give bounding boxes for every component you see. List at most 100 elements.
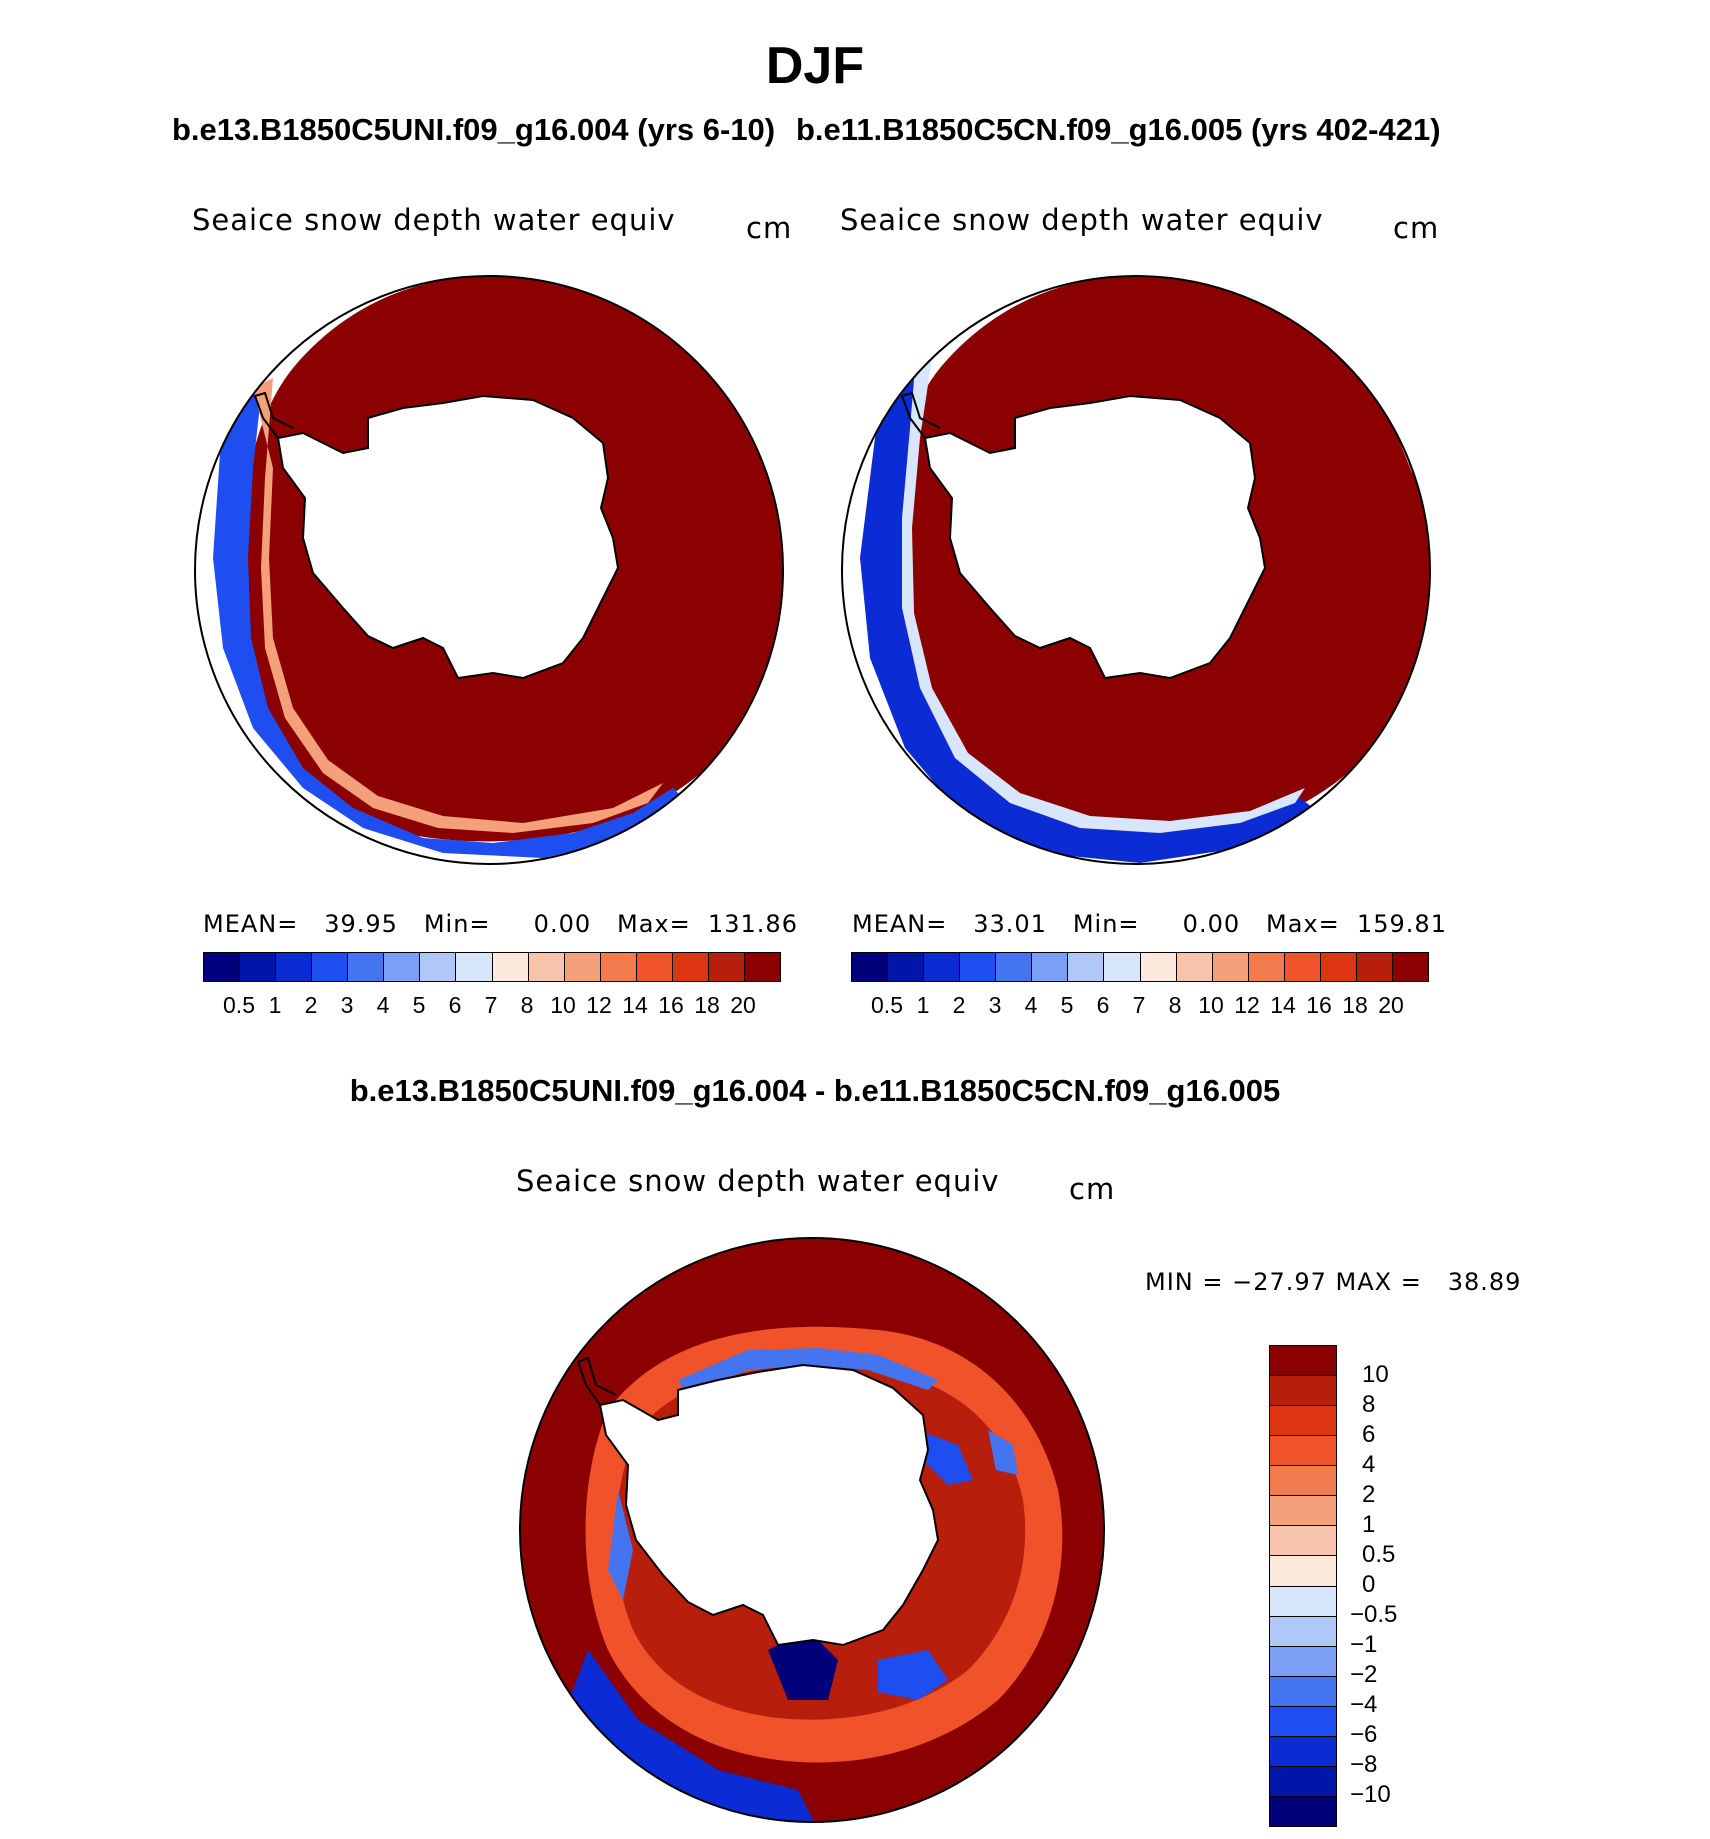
panel-2-case-title: b.e11.B1850C5CN.f09_g16.005 (yrs 402-421… — [796, 112, 1441, 147]
panel-1-variable-title: Seaice snow depth water equiv — [192, 203, 676, 237]
colorbar-diff-swatch-5 — [1270, 1496, 1336, 1527]
colorbar-panel-2-tick-label: 20 — [1378, 992, 1404, 1018]
panel-1-case-title: b.e13.B1850C5UNI.f09_g16.004 (yrs 6-10) — [172, 112, 776, 147]
panel-2-units: cm — [1393, 211, 1440, 245]
diff-blue-center-right — [878, 1650, 948, 1700]
colorbar-panel-2-tick-label: 8 — [1168, 992, 1182, 1018]
colorbar-diff-tick-label: 0.5 — [1362, 1541, 1396, 1568]
colorbar-diff-swatch-4 — [1270, 1466, 1336, 1497]
diff-blue-right-2 — [988, 1430, 1018, 1475]
colorbar-panel-1-tick-label: 10 — [550, 992, 576, 1018]
colorbar-panel-1-swatch-10 — [564, 953, 601, 981]
colorbar-diff-swatch-7 — [1270, 1556, 1336, 1587]
colorbar-diff-swatch-8 — [1270, 1586, 1336, 1617]
colorbar-panel-1-tick-label: 18 — [694, 992, 720, 1018]
main-title: DJF — [765, 37, 865, 95]
colorbar-diff — [1269, 1345, 1337, 1827]
colorbar-panel-1-swatch-9 — [528, 953, 565, 981]
colorbar-panel-1-swatch-2 — [276, 953, 313, 981]
colorbar-panel-2-swatch-2 — [924, 953, 961, 981]
colorbar-panel-1-tick-label: 4 — [376, 992, 390, 1018]
colorbar-panel-1-tick-label: 20 — [730, 992, 756, 1018]
outer-edge-blue-map2 — [860, 348, 1320, 863]
colorbar-diff-tick-label: 8 — [1362, 1391, 1376, 1418]
colorbar-diff-tick-label: −4 — [1350, 1691, 1378, 1718]
colorbar-panel-2-tick-label: 14 — [1270, 992, 1296, 1018]
colorbar-panel-1-swatch-11 — [600, 953, 637, 981]
diff-map-outline — [519, 1237, 1105, 1823]
colorbar-panel-1-swatch-14 — [708, 953, 745, 981]
colorbar-diff-tick-label: −0.5 — [1350, 1601, 1398, 1628]
colorbar-panel-2-swatch-14 — [1356, 953, 1393, 981]
panel-2-variable-title: Seaice snow depth water equiv — [840, 203, 1324, 237]
colorbar-panel-1-swatch-6 — [420, 953, 457, 981]
colorbar-panel-1-swatch-1 — [240, 953, 277, 981]
colorbar-diff-swatch-15 — [1270, 1796, 1336, 1826]
peninsula-map2 — [900, 391, 941, 439]
colorbar-panel-2-swatch-4 — [996, 953, 1033, 981]
colorbar-panel-2 — [851, 952, 1429, 982]
colorbar-diff-tick-label: −2 — [1350, 1661, 1378, 1688]
peninsula-map1 — [253, 391, 294, 439]
diff-blue-bottom-center — [768, 1630, 838, 1700]
colorbar-panel-1-tick-label: 1 — [268, 992, 282, 1018]
peninsula-diff — [576, 1356, 617, 1406]
colorbar-diff-tick-label: −10 — [1350, 1781, 1391, 1808]
colorbar-diff-tick-label: 0 — [1362, 1571, 1376, 1598]
colorbar-panel-2-swatch-3 — [960, 953, 997, 981]
colorbar-panel-1-tick-label: 5 — [412, 992, 426, 1018]
diff-case-title: b.e13.B1850C5UNI.f09_g16.004 - b.e11.B18… — [349, 1073, 1281, 1108]
colorbar-diff-tick-label: 4 — [1362, 1451, 1376, 1478]
colorbar-diff-swatch-1 — [1270, 1376, 1336, 1407]
colorbar-panel-2-swatch-1 — [888, 953, 925, 981]
colorbar-panel-1-tick-label: 12 — [586, 992, 612, 1018]
colorbar-diff-swatch-3 — [1270, 1436, 1336, 1467]
panel-1-units: cm — [746, 211, 793, 245]
colorbar-panel-2-swatch-15 — [1392, 953, 1428, 981]
colorbar-panel-1-swatch-15 — [744, 953, 780, 981]
colorbar-diff-tick-label: 1 — [1362, 1511, 1376, 1538]
colorbar-diff-tick-label: 10 — [1362, 1361, 1389, 1388]
colorbar-panel-1-tick-label: 14 — [622, 992, 648, 1018]
colorbar-panel-2-tick-label: 10 — [1198, 992, 1224, 1018]
colorbar-panel-1-tick-label: 8 — [520, 992, 534, 1018]
colorbar-panel-2-tick-label: 4 — [1024, 992, 1038, 1018]
colorbar-panel-2-tick-label: 0.5 — [871, 992, 903, 1018]
colorbar-diff-swatch-2 — [1270, 1406, 1336, 1437]
colorbar-panel-1-tick-label: 7 — [484, 992, 498, 1018]
diff-blue-right — [918, 1430, 973, 1485]
colorbar-panel-1-tick-label: 2 — [304, 992, 318, 1018]
colorbar-panel-1-tick-label: 16 — [658, 992, 684, 1018]
map-panel-diff — [519, 1237, 1105, 1823]
colorbar-panel-2-swatch-13 — [1320, 953, 1357, 981]
map2-outline — [841, 275, 1431, 865]
colorbar-diff-tick-label: 2 — [1362, 1481, 1376, 1508]
colorbar-panel-1-swatch-13 — [672, 953, 709, 981]
colorbar-panel-1-tick-label: 0.5 — [223, 992, 255, 1018]
colorbar-panel-1-swatch-3 — [312, 953, 349, 981]
diff-variable-title: Seaice snow depth water equiv — [516, 1164, 1000, 1198]
colorbar-panel-1-tick-label: 3 — [340, 992, 354, 1018]
colorbar-panel-2-swatch-7 — [1104, 953, 1141, 981]
colorbar-panel-1-swatch-5 — [384, 953, 421, 981]
colorbar-diff-swatch-14 — [1270, 1766, 1336, 1797]
antarctica-map1 — [276, 394, 620, 680]
panel-2-stats: MEAN= 33.01 Min= 0.00 Max= 159.81 — [852, 910, 1447, 938]
colorbar-diff-swatch-13 — [1270, 1736, 1336, 1767]
diff-blue-left — [608, 1490, 633, 1600]
diff-stats: MIN = −27.97 MAX = 38.89 — [1145, 1268, 1522, 1296]
colorbar-diff-swatch-0 — [1270, 1346, 1336, 1377]
colorbar-diff-labels: 10 8 6 4 2 1 0.5 0 −0.5 −1 −2 −4 −6 −8 −10 — [1350, 1345, 1470, 1825]
colorbar-panel-2-tick-label: 2 — [952, 992, 966, 1018]
colorbar-panel-2-swatch-0 — [852, 953, 889, 981]
colorbar-panel-2-tick-label: 18 — [1342, 992, 1368, 1018]
colorbar-diff-swatch-10 — [1270, 1646, 1336, 1677]
colorbar-panel-2-swatch-12 — [1284, 953, 1321, 981]
map-panel-1 — [194, 275, 784, 865]
colorbar-panel-2-tick-label: 5 — [1060, 992, 1074, 1018]
colorbar-panel-2-tick-label: 16 — [1306, 992, 1332, 1018]
left-edge-blue — [213, 378, 693, 858]
panel-1-stats: MEAN= 39.95 Min= 0.00 Max= 131.86 — [203, 910, 798, 938]
colorbar-diff-swatch-12 — [1270, 1706, 1336, 1737]
colorbar-panel-2-tick-label: 12 — [1234, 992, 1260, 1018]
